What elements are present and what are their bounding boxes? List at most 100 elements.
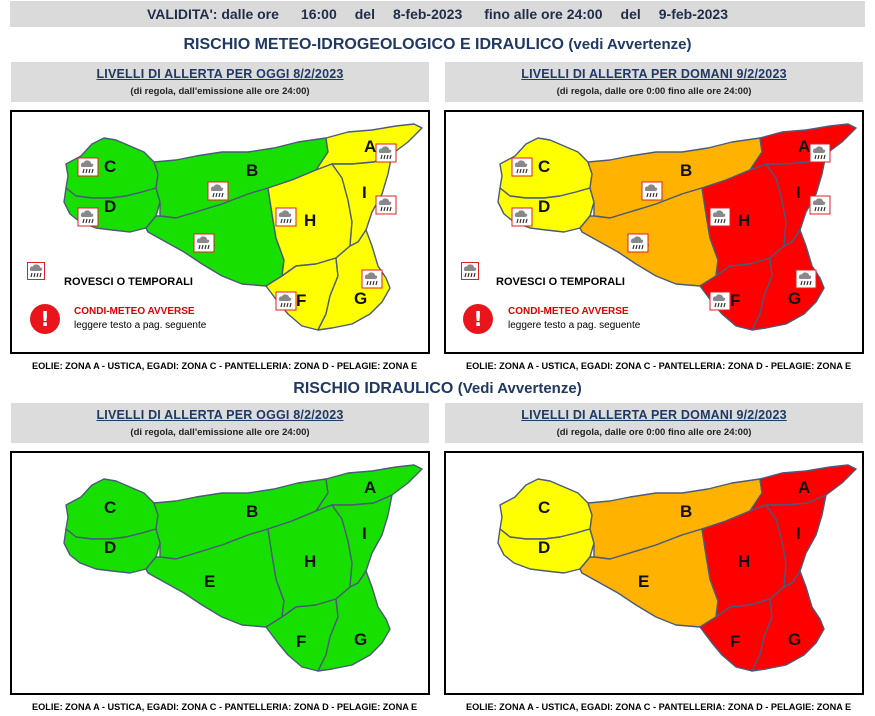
thunderstorm-rain-icon	[809, 195, 831, 215]
validity-from-time: 16:00	[300, 6, 337, 22]
validity-to-date: 9-feb-2023	[658, 6, 729, 22]
zone-label-c: C	[538, 157, 550, 176]
legend-storm-today	[27, 262, 45, 280]
footer-note-hydro-today: EOLIE: ZONA A - USTICA, EGADI: ZONA C - …	[32, 702, 418, 712]
panel-header-meteo-tomorrow: LIVELLI DI ALLERTA PER DOMANI 9/2/2023 (…	[445, 62, 863, 102]
exclamation-icon: !	[30, 304, 60, 334]
zone-label-g: G	[788, 289, 801, 308]
thunderstorm-rain-icon	[275, 291, 297, 311]
sicily-map-hydro-today: A B C D E F G H I	[63, 464, 423, 672]
zone-label-a: A	[798, 478, 810, 497]
panel-title: LIVELLI DI ALLERTA PER OGGI 8/2/2023	[96, 67, 344, 81]
validity-del-1: del	[354, 6, 375, 22]
zone-g	[317, 570, 391, 672]
zone-label-d: D	[104, 538, 116, 557]
zone-label-f: F	[296, 632, 306, 651]
panel-header-hydro-today: LIVELLI DI ALLERTA PER OGGI 8/2/2023 (di…	[11, 403, 429, 443]
thunderstorm-rain-icon	[275, 207, 297, 227]
legend-adverse-sub: leggere testo a pag. seguente	[508, 320, 641, 331]
legend-adverse-sub: leggere testo a pag. seguente	[74, 320, 207, 331]
zone-label-h: H	[738, 211, 750, 230]
zone-label-d: D	[104, 197, 116, 216]
footer-note-hydro-tomorrow: EOLIE: ZONA A - USTICA, EGADI: ZONA C - …	[466, 702, 852, 712]
zone-label-i: I	[796, 183, 801, 202]
section-title-meteo-main: RISCHIO METEO-IDROGEOLOGICO E IDRAULICO	[183, 36, 564, 53]
zone-label-e: E	[638, 572, 649, 591]
panel-subtitle: (di regola, dalle ore 0:00 fino alle ore…	[556, 86, 752, 97]
sicily-map-hydro-tomorrow: A B C D E F G H I	[497, 464, 857, 672]
exclamation-icon: !	[463, 304, 493, 334]
section-title-hydro: RISCHIO IDRAULICO (Vedi Avvertenze)	[0, 380, 875, 398]
zone-label-c: C	[538, 498, 550, 517]
panel-title: LIVELLI DI ALLERTA PER DOMANI 9/2/2023	[521, 67, 787, 81]
thunderstorm-rain-icon	[511, 157, 533, 177]
thunderstorm-rain-icon	[511, 207, 533, 227]
zone-g	[751, 229, 825, 331]
legend-adverse-title: CONDI-METEO AVVERSE	[508, 306, 629, 317]
panel-subtitle: (di regola, dall'emissione alle ore 24:0…	[130, 86, 310, 97]
zone-label-h: H	[304, 552, 316, 571]
section-title-meteo: RISCHIO METEO-IDROGEOLOGICO E IDRAULICO …	[0, 36, 875, 54]
thunderstorm-rain-icon	[193, 233, 215, 253]
zone-i	[331, 494, 393, 588]
legend-adverse-title: CONDI-METEO AVVERSE	[74, 306, 195, 317]
zone-g	[317, 229, 391, 331]
zone-label-a: A	[798, 137, 810, 156]
zone-label-b: B	[680, 502, 692, 521]
footer-note-meteo-today: EOLIE: ZONA A - USTICA, EGADI: ZONA C - …	[32, 361, 418, 371]
section-title-meteo-sub: (vedi Avvertenze)	[568, 36, 692, 53]
map-panel-hydro-today: A B C D E F G H I	[10, 451, 430, 695]
zone-label-h: H	[738, 552, 750, 571]
zone-label-f: F	[730, 632, 740, 651]
thunderstorm-rain-icon	[77, 157, 99, 177]
thunderstorm-rain-icon	[627, 233, 649, 253]
panel-title: LIVELLI DI ALLERTA PER OGGI 8/2/2023	[96, 408, 344, 422]
map-panel-hydro-tomorrow: A B C D E F G H I	[444, 451, 864, 695]
thunderstorm-rain-icon	[77, 207, 99, 227]
zone-label-h: H	[304, 211, 316, 230]
zone-label-i: I	[796, 524, 801, 543]
zone-label-a: A	[364, 478, 376, 497]
zone-label-a: A	[364, 137, 376, 156]
zone-label-g: G	[354, 630, 367, 649]
section-title-hydro-main: RISCHIO IDRAULICO	[293, 380, 454, 397]
zone-label-g: G	[354, 289, 367, 308]
thunderstorm-rain-icon	[375, 143, 397, 163]
zone-g	[751, 570, 825, 672]
validity-bar: VALIDITA': dalle ore 16:00 del 8-feb-202…	[10, 1, 865, 27]
validity-from-date: 8-feb-2023	[392, 6, 463, 22]
thunderstorm-rain-icon	[27, 262, 45, 280]
zone-label-f: F	[730, 291, 740, 310]
validity-del-2: del	[620, 6, 641, 22]
panel-title: LIVELLI DI ALLERTA PER DOMANI 9/2/2023	[521, 408, 787, 422]
zone-label-c: C	[104, 498, 116, 517]
panel-header-meteo-today: LIVELLI DI ALLERTA PER OGGI 8/2/2023 (di…	[11, 62, 429, 102]
thunderstorm-rain-icon	[375, 195, 397, 215]
zone-label-i: I	[362, 524, 367, 543]
thunderstorm-rain-icon	[207, 181, 229, 201]
thunderstorm-rain-icon	[795, 269, 817, 289]
legend-storm-label: ROVESCI O TEMPORALI	[64, 276, 193, 288]
zone-i	[765, 494, 827, 588]
zone-label-b: B	[246, 161, 258, 180]
thunderstorm-rain-icon	[461, 262, 479, 280]
thunderstorm-rain-icon	[709, 291, 731, 311]
zone-label-e: E	[204, 572, 215, 591]
zone-label-f: F	[296, 291, 306, 310]
thunderstorm-rain-icon	[641, 181, 663, 201]
section-title-hydro-sub: (Vedi Avvertenze)	[457, 380, 582, 397]
panel-subtitle: (di regola, dalle ore 0:00 fino alle ore…	[556, 427, 752, 438]
legend-storm-tomorrow	[461, 262, 479, 280]
thunderstorm-rain-icon	[709, 207, 731, 227]
validity-label: VALIDITA': dalle ore	[146, 6, 279, 22]
validity-until: fino alle ore 24:00	[484, 6, 603, 22]
thunderstorm-rain-icon	[361, 269, 383, 289]
zone-label-b: B	[680, 161, 692, 180]
zone-label-d: D	[538, 538, 550, 557]
zone-label-b: B	[246, 502, 258, 521]
thunderstorm-rain-icon	[809, 143, 831, 163]
